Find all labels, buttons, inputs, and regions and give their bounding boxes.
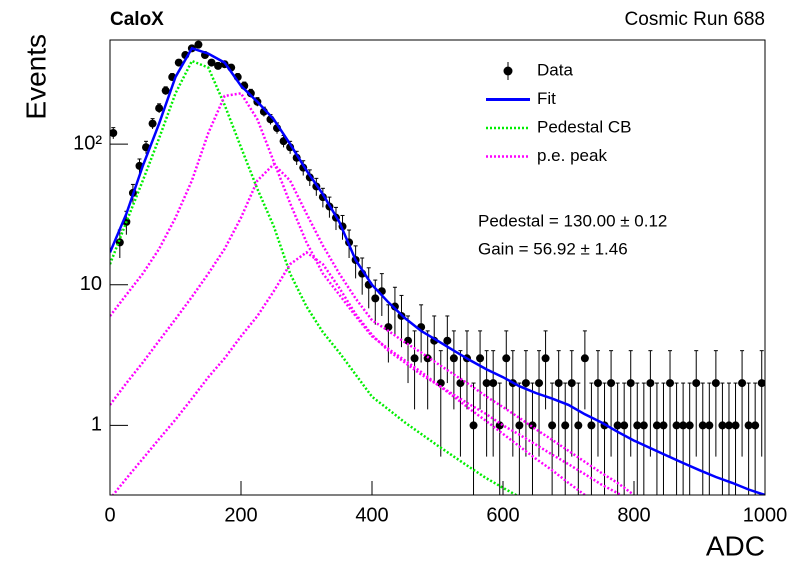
data-point	[110, 128, 118, 137]
legend-label: Data	[537, 60, 573, 79]
plot-area	[110, 40, 765, 495]
data-point	[679, 421, 688, 430]
data-point	[456, 379, 465, 388]
data-point	[246, 89, 255, 98]
data-point	[718, 421, 727, 430]
data-point	[371, 294, 380, 303]
annotation: Gain = 56.92 ± 1.46	[478, 239, 628, 258]
data-point	[574, 421, 583, 430]
data-point	[390, 302, 399, 311]
data-point	[626, 379, 635, 388]
data-point	[607, 379, 616, 388]
data-point	[620, 421, 629, 430]
data-point	[613, 421, 622, 430]
data-point	[489, 379, 498, 388]
x-tick-label: 400	[355, 504, 388, 526]
data-point	[731, 421, 740, 430]
legend-label: p.e. peak	[537, 146, 607, 165]
y-tick-label: 1	[91, 414, 102, 436]
data-point	[449, 354, 458, 363]
y-tick-label: 10²	[73, 132, 102, 154]
frame	[109, 39, 766, 496]
data-point	[404, 336, 413, 345]
data-point	[155, 104, 164, 113]
data-point	[738, 379, 747, 388]
x-axis-label: ADC	[706, 530, 765, 561]
data-point	[384, 323, 393, 332]
data-point	[214, 61, 223, 70]
data-point	[652, 421, 661, 430]
data-point	[443, 336, 452, 345]
y-axis-label: Events	[20, 34, 51, 120]
data-point	[705, 421, 714, 430]
data-point	[666, 379, 675, 388]
data-point	[639, 421, 648, 430]
data-point	[744, 421, 753, 430]
legend-label: Fit	[537, 89, 556, 108]
data-point	[646, 379, 655, 388]
annotation: Pedestal = 130.00 ± 0.12	[478, 211, 667, 230]
dotted-curve	[111, 250, 624, 495]
data-point	[561, 421, 570, 430]
fit-curve	[110, 46, 765, 495]
data-point	[554, 379, 563, 388]
data-point	[194, 40, 203, 49]
data-point	[161, 86, 170, 95]
data-point	[548, 421, 557, 430]
data-point	[174, 58, 183, 67]
data-point	[436, 379, 445, 388]
data-point	[593, 379, 602, 388]
data-point	[580, 354, 589, 363]
data-point	[515, 421, 524, 430]
data-point	[482, 379, 491, 388]
data-point	[685, 421, 694, 430]
data-point	[672, 421, 681, 430]
chart-subtitle: Cosmic Run 688	[625, 9, 765, 30]
data-point	[469, 421, 478, 430]
data-point	[541, 354, 550, 363]
data-point	[410, 354, 419, 363]
legend-swatch	[503, 66, 513, 76]
x-tick-label: 800	[617, 504, 650, 526]
data-point	[724, 421, 733, 430]
legend-label: Pedestal CB	[537, 117, 632, 136]
chart-title: CaloX	[110, 9, 164, 30]
x-tick-label: 200	[224, 504, 257, 526]
x-tick-label: 0	[104, 504, 115, 526]
data-point	[476, 354, 485, 363]
data-point	[751, 421, 760, 430]
data-point	[587, 421, 596, 430]
dotted-curve	[110, 59, 519, 495]
data-point	[521, 379, 530, 388]
data-point	[698, 421, 707, 430]
x-tick-label: 1000	[743, 504, 788, 526]
x-tick-label: 600	[486, 504, 519, 526]
data-point	[692, 379, 701, 388]
y-tick-label: 10	[80, 273, 102, 295]
data-point	[207, 58, 216, 67]
data-point	[535, 379, 544, 388]
data-point	[757, 379, 765, 388]
data-point	[567, 379, 576, 388]
data-point	[711, 379, 720, 388]
data-point	[148, 119, 157, 128]
dotted-curve	[110, 162, 635, 495]
dotted-curve	[110, 91, 586, 495]
data-point	[495, 421, 504, 430]
data-point	[659, 421, 668, 430]
data-point	[633, 421, 642, 430]
data-point	[502, 354, 511, 363]
